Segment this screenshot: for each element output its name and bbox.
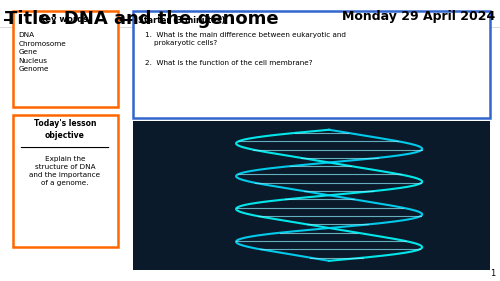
Text: Today's lesson
objective: Today's lesson objective xyxy=(34,119,96,140)
Text: 1.  What is the main difference between eukaryotic and
    prokaryotic cells?: 1. What is the main difference between e… xyxy=(145,32,346,46)
Text: Explain the
structure of DNA
and the importance
of a genome.: Explain the structure of DNA and the imp… xyxy=(30,156,101,186)
Text: Monday 29 April 2024: Monday 29 April 2024 xyxy=(342,10,495,23)
Text: Title: DNA and the genome: Title: DNA and the genome xyxy=(5,10,278,28)
Text: Starter (3 minutes): Starter (3 minutes) xyxy=(138,16,226,25)
FancyBboxPatch shape xyxy=(12,115,118,247)
Text: Key words:: Key words: xyxy=(39,15,91,24)
FancyBboxPatch shape xyxy=(132,11,490,118)
Text: 2.  What is the function of the cell membrane?: 2. What is the function of the cell memb… xyxy=(145,60,312,66)
FancyBboxPatch shape xyxy=(132,121,490,270)
Text: 1: 1 xyxy=(490,269,495,278)
Text: DNA
Chromosome
Gene
Nucleus
Genome: DNA Chromosome Gene Nucleus Genome xyxy=(18,32,66,72)
FancyBboxPatch shape xyxy=(12,11,118,107)
